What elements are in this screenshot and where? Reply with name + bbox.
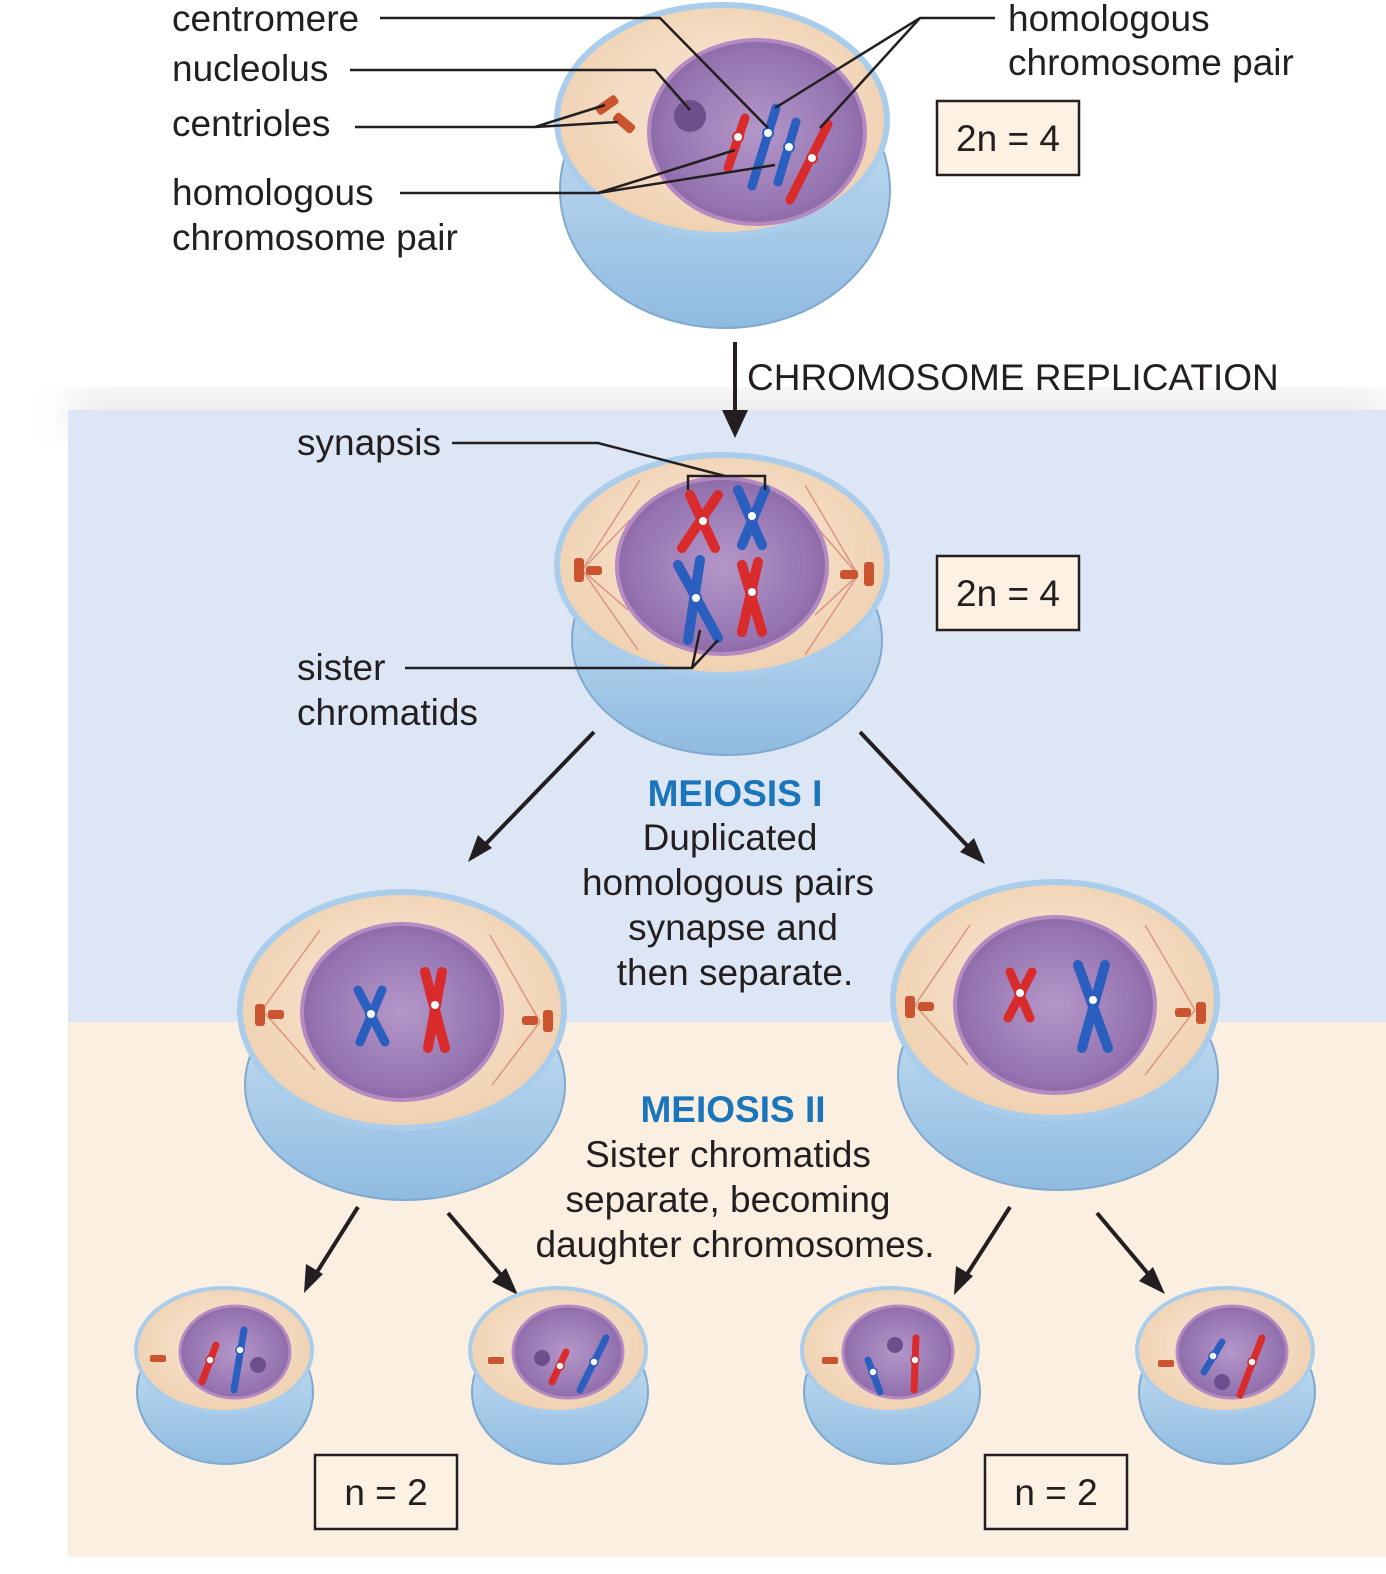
meiosis2-arrow-4 <box>1095 1211 1165 1294</box>
centrioles <box>595 95 636 134</box>
synapsis-label: synapsis <box>297 422 441 463</box>
centriole-left <box>574 558 602 582</box>
svg-text:separate, becoming: separate, becoming <box>566 1179 891 1220</box>
svg-text:2n = 4: 2n = 4 <box>956 573 1060 614</box>
centriole-right <box>840 562 874 586</box>
meiosis2-arrow-1 <box>304 1205 360 1293</box>
meiosis2-title: MEIOSIS II <box>640 1089 825 1130</box>
nucleolus-label: nucleolus <box>172 48 328 89</box>
synapsed-chromosomes <box>673 485 770 645</box>
homologous-pair-label-right-line2: chromosome pair <box>1008 42 1294 83</box>
svg-text:2n = 4: 2n = 4 <box>956 118 1060 159</box>
ploidy-box-top: 2n = 4 <box>935 99 1081 177</box>
svg-text:daughter chromosomes.: daughter chromosomes. <box>536 1224 935 1265</box>
meiosis1-title: MEIOSIS I <box>648 773 823 814</box>
svg-text:Sister chromatids: Sister chromatids <box>585 1134 871 1175</box>
homologous-pair-label-right-line1: homologous <box>1008 0 1210 39</box>
ploidy-box-bottom-left: n = 2 <box>313 1453 459 1531</box>
homologous-pair-label-left-line2: chromosome pair <box>172 217 458 258</box>
centromere-label: centromere <box>172 0 359 39</box>
ploidy-box-middle: 2n = 4 <box>935 554 1081 632</box>
centrioles-label: centrioles <box>172 103 330 144</box>
daughter-cell-1 <box>134 1286 314 1465</box>
replication-label: CHROMOSOME REPLICATION <box>747 357 1279 398</box>
daughter-cell-4 <box>1135 1286 1316 1465</box>
svg-text:then separate.: then separate. <box>617 952 854 993</box>
meiosis1-arrow-right <box>858 730 985 864</box>
meiosis1-cell-left <box>237 889 567 1201</box>
daughter-cell-2 <box>468 1286 649 1465</box>
svg-text:n = 2: n = 2 <box>344 1472 427 1513</box>
svg-text:synapse and: synapse and <box>628 907 838 948</box>
meiosis2-arrow-2 <box>446 1211 518 1295</box>
svg-text:Duplicated: Duplicated <box>643 817 818 858</box>
daughter-cell-3 <box>800 1286 981 1465</box>
parent-chromosomes <box>723 103 833 205</box>
parent-cell <box>554 2 891 329</box>
meiosis1-cell-right <box>890 879 1220 1191</box>
svg-text:n = 2: n = 2 <box>1014 1472 1097 1513</box>
meiosis2-description: MEIOSIS II Sister chromatids separate, b… <box>536 1089 935 1265</box>
synapsis-cell <box>554 452 890 756</box>
homologous-pair-label-left-line1: homologous <box>172 172 374 213</box>
sister-chromatids-label-line1: sister <box>297 647 385 688</box>
meiosis2-arrow-3 <box>954 1205 1012 1295</box>
meiosis1-arrow-left <box>468 730 596 862</box>
svg-text:homologous pairs: homologous pairs <box>582 862 874 903</box>
sister-chromatids-label-line2: chromatids <box>297 692 478 733</box>
centromere <box>762 127 774 139</box>
replication-arrow <box>722 342 748 438</box>
meiosis1-description: MEIOSIS I Duplicated homologous pairs sy… <box>582 773 874 993</box>
nucleolus <box>674 100 706 132</box>
ploidy-box-bottom-right: n = 2 <box>983 1453 1129 1531</box>
